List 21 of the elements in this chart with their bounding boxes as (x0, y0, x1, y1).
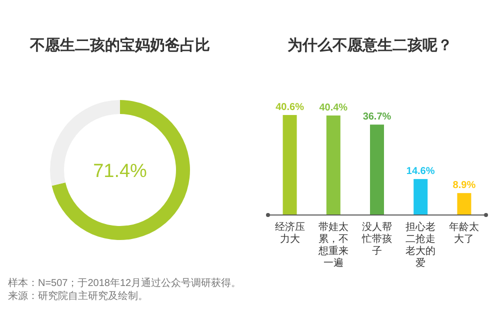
donut-slice (52, 100, 190, 240)
x-tick-label: 经济压力大 (274, 221, 305, 245)
bar (326, 115, 340, 215)
data-label: 71.4% (93, 161, 148, 182)
chart-title: 不愿生二孩的宝妈奶爸占比 (29, 36, 210, 54)
data-label: 14.6% (406, 166, 435, 178)
x-tick-label: 担心老二抢走老大的爱 (406, 221, 436, 269)
data-label: 40.4% (319, 102, 348, 114)
data-label: 8.9% (452, 180, 476, 192)
x-tick-label: 没人帮忙带孩子 (361, 221, 392, 257)
bar (370, 124, 384, 215)
source-note: 来源：研究院自主研究及绘制。 (8, 290, 148, 302)
bar (282, 115, 297, 215)
x-tick-label: 带娃太累，不想重来一遍 (317, 221, 348, 269)
data-label: 40.6% (276, 102, 304, 113)
bar (457, 193, 472, 215)
data-label: 36.7% (362, 112, 392, 123)
text: 样本：N=507；于2018年12月通过公众号调研获得。 (8, 277, 242, 289)
bar (414, 179, 428, 215)
chart-title: 为什么不愿意生二孩呢？ (288, 37, 452, 54)
x-tick-label: 年龄太大了 (449, 221, 480, 245)
